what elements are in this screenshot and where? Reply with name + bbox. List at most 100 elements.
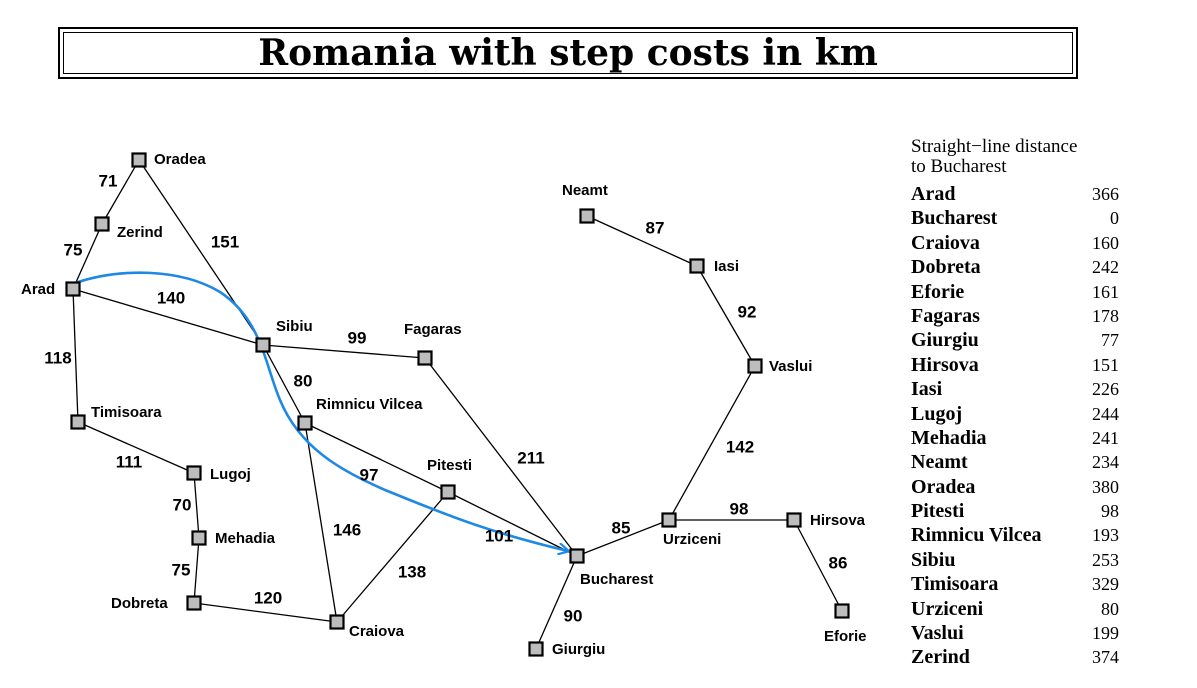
sld-row: Fagaras 178 [911,305,1119,329]
city-node-fagaras [417,350,433,366]
route-arrow [74,271,568,551]
sld-distance-value: 199 [1092,623,1119,644]
edge-cost-label: 90 [564,606,583,625]
sld-distance-value: 98 [1101,501,1119,522]
sld-distance-value: 380 [1092,476,1119,497]
road-bucharest-giurgiu [535,555,578,650]
city-node-bucharest [569,548,585,564]
road-arad-timisoara [72,288,79,423]
sld-row: Dobreta 242 [911,256,1119,280]
city-label-sibiu: Sibiu [276,318,313,335]
edge-cost-label: 140 [157,288,185,307]
road-dobreta-craiova [193,602,338,623]
city-node-eforie [834,603,850,619]
edge-cost-label: 120 [254,588,282,607]
sld-city-name: Giurgiu [911,329,979,352]
sld-distance-value: 244 [1092,403,1119,424]
sld-city-name: Arad [911,183,956,205]
city-label-arad: Arad [21,281,55,298]
city-label-iasi: Iasi [714,258,739,275]
sld-distance-value: 178 [1092,305,1119,326]
edge-cost-label: 98 [730,499,749,518]
edge-cost-label: 211 [517,448,544,467]
sld-distance-value: 77 [1101,330,1119,351]
city-node-iasi [689,258,705,274]
sld-distance-value: 366 [1092,184,1119,204]
edge-cost-label: 118 [44,348,71,367]
edge-cost-label: 71 [99,171,118,190]
edge-cost-label: 111 [116,452,143,471]
city-label-bucharest: Bucharest [580,571,653,588]
city-label-mehadia: Mehadia [215,530,276,547]
sld-city-name: Sibiu [911,548,956,571]
sld-distance-value: 329 [1092,574,1119,595]
sld-row: Vaslui 199 [911,622,1119,646]
sld-city-name: Vaslui [911,622,964,645]
sld-row: Craiova 160 [911,232,1119,256]
sld-row: Lugoj 244 [911,403,1119,427]
sld-city-name: Timisoara [911,573,999,596]
title-frame: Romania with step costs in km [58,27,1078,79]
city-node-mehadia [191,530,207,546]
edge-cost-label: 75 [172,560,191,579]
sld-city-name: Craiova [911,231,980,254]
road-pitesti-bucharest [447,491,578,557]
sld-distance-value: 151 [1092,354,1119,375]
sld-row: Sibiu 253 [911,549,1119,573]
city-node-lugoj [186,465,202,481]
city-label-hirsova: Hirsova [810,512,866,529]
city-label-eforie: Eforie [824,628,867,645]
sld-row: Iasi 226 [911,378,1119,402]
sld-row: Urziceni 80 [911,598,1119,622]
edge-cost-label: 142 [726,437,754,456]
map-labels: 75 71 151 140 118 111 70 75 120 99 80 97 146 138 101 21… [21,151,867,658]
sld-rows: Arad 366 Bucharest 0 Craiova 160 Dobreta 242 Efo… [911,183,1119,671]
sld-row: Bucharest 0 [911,207,1119,231]
road-iasi-neamt [586,215,698,267]
road-fagaras-bucharest [424,357,578,557]
city-node-zerind [94,216,110,232]
sld-row: Pitesti 98 [911,500,1119,524]
city-node-vaslui [747,358,763,374]
sld-distance-value: 161 [1092,281,1119,302]
sld-city-name: Zerind [911,646,970,669]
city-node-pitesti [440,484,456,500]
sld-distance-value: 226 [1092,379,1119,400]
edge-cost-label: 97 [360,465,379,484]
sld-row: Oradea 380 [911,476,1119,500]
road-mehadia-dobreta [193,537,200,604]
city-label-fagaras: Fagaras [404,321,462,338]
sld-row: Giurgiu 77 [911,329,1119,353]
sld-city-name: Mehadia [911,426,987,449]
sld-row: Rimnicu Vilcea 193 [911,524,1119,548]
city-label-craiova: Craiova [349,623,405,640]
city-node-sibiu [255,337,271,353]
road-sibiu-rimnicuvilcea [262,344,306,424]
edge-cost-label: 151 [211,232,239,251]
sld-distance-value: 374 [1092,647,1119,668]
edge-cost-label: 80 [294,371,313,390]
city-node-urziceni [661,512,677,528]
city-node-oradea [131,152,147,168]
road-rimnicuvilcea-craiova [304,422,338,623]
edge-cost-label: 99 [348,328,367,347]
edge-cost-label: 146 [333,520,361,539]
city-label-timisoara: Timisoara [91,404,162,421]
sld-distance-value: 0 [1110,208,1119,229]
road-rimnicuvilcea-pitesti [304,422,449,493]
road-zerind-oradea [101,159,140,225]
sld-row: Zerind 374 [911,646,1119,670]
city-label-pitesti: Pitesti [427,457,472,474]
road-edges [72,159,843,650]
sld-distance-value: 241 [1092,427,1119,448]
romania-map: 75 71 151 140 118 111 70 75 120 99 80 97 146 138 101 21… [21,151,867,658]
sld-heading-line2: to Bucharest [911,156,1007,177]
sld-city-name: Pitesti [911,500,965,523]
city-node-hirsova [786,512,802,528]
city-node-rimnicuvilcea [297,415,313,431]
sld-distance-value: 234 [1092,452,1119,473]
road-lugoj-mehadia [193,472,200,539]
road-vaslui-iasi [696,265,756,367]
edge-cost-label: 85 [612,518,631,537]
sld-heading: Straight−line distance to Bucharest [911,137,1119,177]
